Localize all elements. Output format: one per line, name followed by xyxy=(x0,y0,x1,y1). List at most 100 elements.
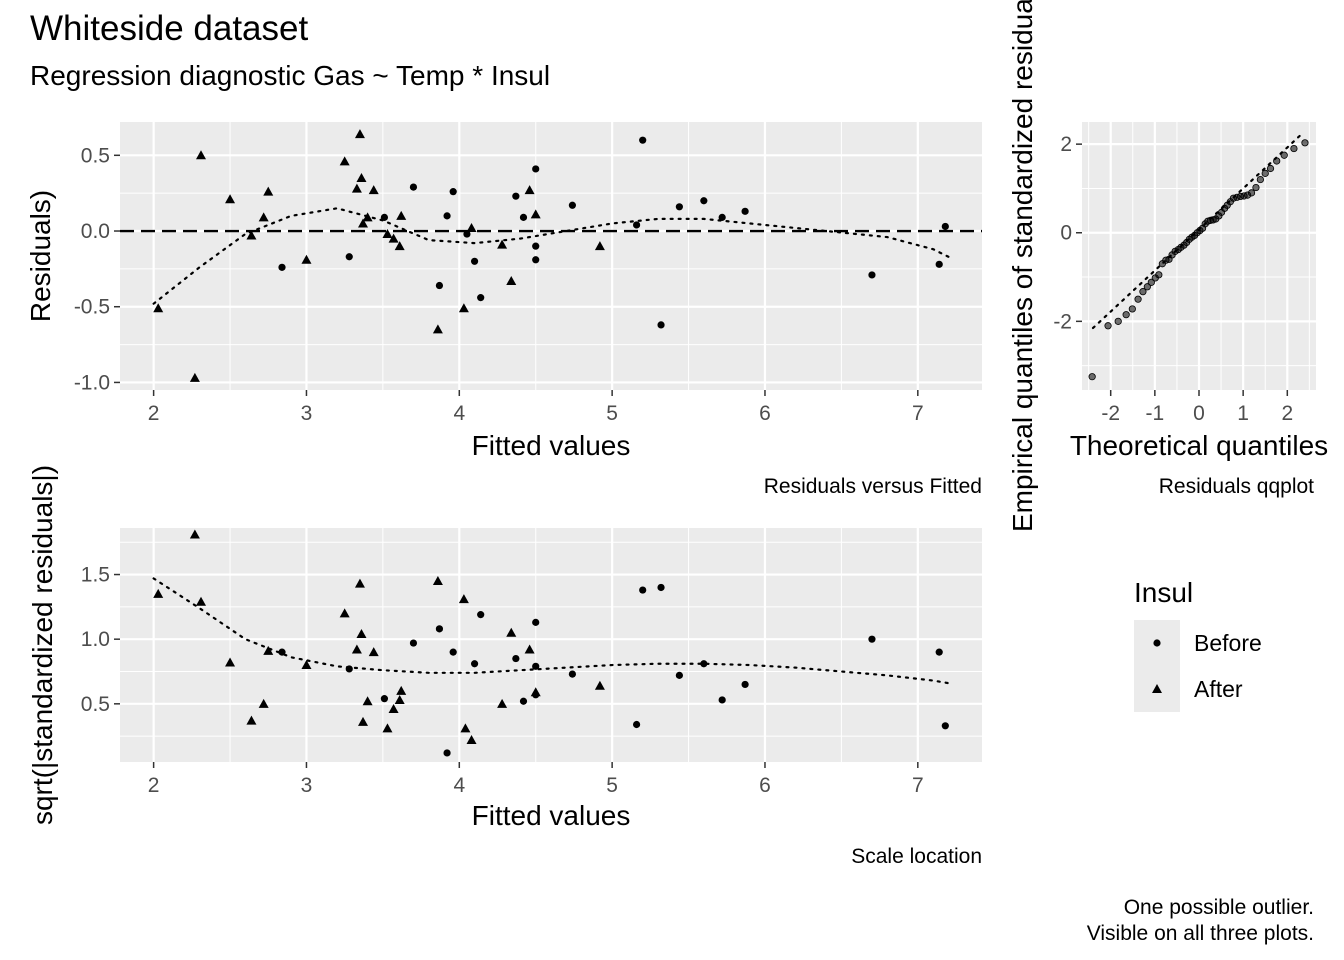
panel-background xyxy=(120,528,982,762)
residuals-qqplot-panel: -2 -1 0 1 2 -2 0 2 Theoretical quantiles Empirica… xyxy=(1007,0,1328,532)
point-before xyxy=(443,212,451,220)
qq-point xyxy=(1114,317,1122,325)
point-after xyxy=(458,303,469,313)
x-tick-label: 4 xyxy=(453,402,465,425)
point-after xyxy=(458,594,469,604)
point-after xyxy=(368,185,379,195)
x-tick-label: 5 xyxy=(606,774,618,797)
qq-point xyxy=(1139,288,1147,296)
point-after xyxy=(354,129,365,139)
point-after xyxy=(530,687,541,697)
y-axis-title: sqrt(|standardized residuals|) xyxy=(27,465,58,825)
legend: Insul Before After xyxy=(1134,577,1262,712)
point-before xyxy=(278,648,286,656)
point-before xyxy=(345,253,353,261)
residuals-vs-fitted-panel: 2 3 4 5 6 7 -1.0 -0.5 0.0 0.5 Fitted values Residua… xyxy=(25,122,982,498)
x-tick-label: -2 xyxy=(1101,402,1120,425)
qq-point xyxy=(1247,189,1256,197)
figure-subtitle: Regression diagnostic Gas ~ Temp * Insul xyxy=(30,60,550,91)
point-before xyxy=(632,221,641,229)
x-tick-label: 5 xyxy=(606,402,618,425)
point-after xyxy=(382,723,393,733)
point-before xyxy=(443,749,451,757)
point-after xyxy=(497,698,508,708)
point-after xyxy=(432,324,443,334)
point-after xyxy=(394,694,405,704)
legend-key-background xyxy=(1134,620,1180,712)
point-after xyxy=(388,703,399,713)
point-after xyxy=(524,185,535,195)
point-after xyxy=(362,696,373,706)
point-before xyxy=(532,165,540,173)
x-tick-label: 4 xyxy=(453,774,465,797)
legend-title: Insul xyxy=(1134,577,1193,608)
point-before xyxy=(409,639,418,647)
point-before xyxy=(718,213,726,221)
point-before xyxy=(568,201,576,209)
point-after xyxy=(594,680,605,690)
point-before xyxy=(470,660,479,668)
legend-label-before: Before xyxy=(1194,630,1262,656)
x-tick-label: 2 xyxy=(148,774,160,797)
qq-point xyxy=(1266,164,1275,173)
point-after xyxy=(246,230,257,240)
point-before xyxy=(941,722,949,730)
panel-data-layer xyxy=(120,129,982,382)
point-before xyxy=(519,697,528,705)
y-tick-label: -1.0 xyxy=(74,371,110,394)
point-after xyxy=(506,627,517,637)
point-after xyxy=(368,647,379,657)
point-before xyxy=(477,294,485,302)
point-before xyxy=(380,695,389,703)
point-before xyxy=(657,321,665,329)
qq-point xyxy=(1147,278,1155,286)
qq-point xyxy=(1104,322,1112,330)
point-before xyxy=(470,257,479,265)
point-before xyxy=(519,213,528,221)
point-before xyxy=(345,665,353,673)
qq-point xyxy=(1122,311,1130,319)
point-before xyxy=(532,242,540,250)
y-tick-label: 1.5 xyxy=(81,564,110,587)
point-after xyxy=(466,222,477,232)
y-tick-label: -0.5 xyxy=(74,296,110,319)
point-after xyxy=(362,212,373,222)
point-after xyxy=(258,698,269,708)
qq-point xyxy=(1088,373,1096,381)
x-axis-title: Theoretical quantiles xyxy=(1070,430,1328,461)
point-before xyxy=(741,680,749,689)
qq-point xyxy=(1280,151,1288,159)
point-after xyxy=(225,657,236,667)
panel-data-layer xyxy=(1088,131,1309,381)
point-before xyxy=(639,136,647,144)
y-tick-label: 0 xyxy=(1060,222,1072,245)
point-after xyxy=(388,233,399,243)
figure-title: Whiteside dataset xyxy=(30,9,308,48)
point-after xyxy=(396,685,407,695)
qq-point xyxy=(1256,175,1264,184)
x-axis-title: Fitted values xyxy=(472,800,631,831)
point-after xyxy=(530,209,541,219)
point-after xyxy=(339,608,350,618)
point-after xyxy=(524,644,535,654)
qq-point xyxy=(1290,144,1298,153)
point-before xyxy=(935,648,943,656)
panel-caption: Scale location xyxy=(851,845,982,868)
point-after xyxy=(396,210,407,220)
point-after xyxy=(196,596,207,606)
point-after xyxy=(460,723,471,733)
point-after xyxy=(339,156,350,166)
y-tick-label: 2 xyxy=(1060,133,1072,156)
point-before xyxy=(512,192,520,200)
x-tick-label: 3 xyxy=(301,774,313,797)
qq-point xyxy=(1134,295,1142,303)
x-tick-label: 7 xyxy=(912,402,924,425)
legend-key-circle xyxy=(1153,639,1161,647)
y-tick-label: 0.5 xyxy=(81,144,110,167)
point-before xyxy=(532,662,540,670)
point-after xyxy=(189,372,200,382)
point-after xyxy=(263,645,274,655)
point-after xyxy=(466,735,477,745)
point-after xyxy=(356,173,367,183)
